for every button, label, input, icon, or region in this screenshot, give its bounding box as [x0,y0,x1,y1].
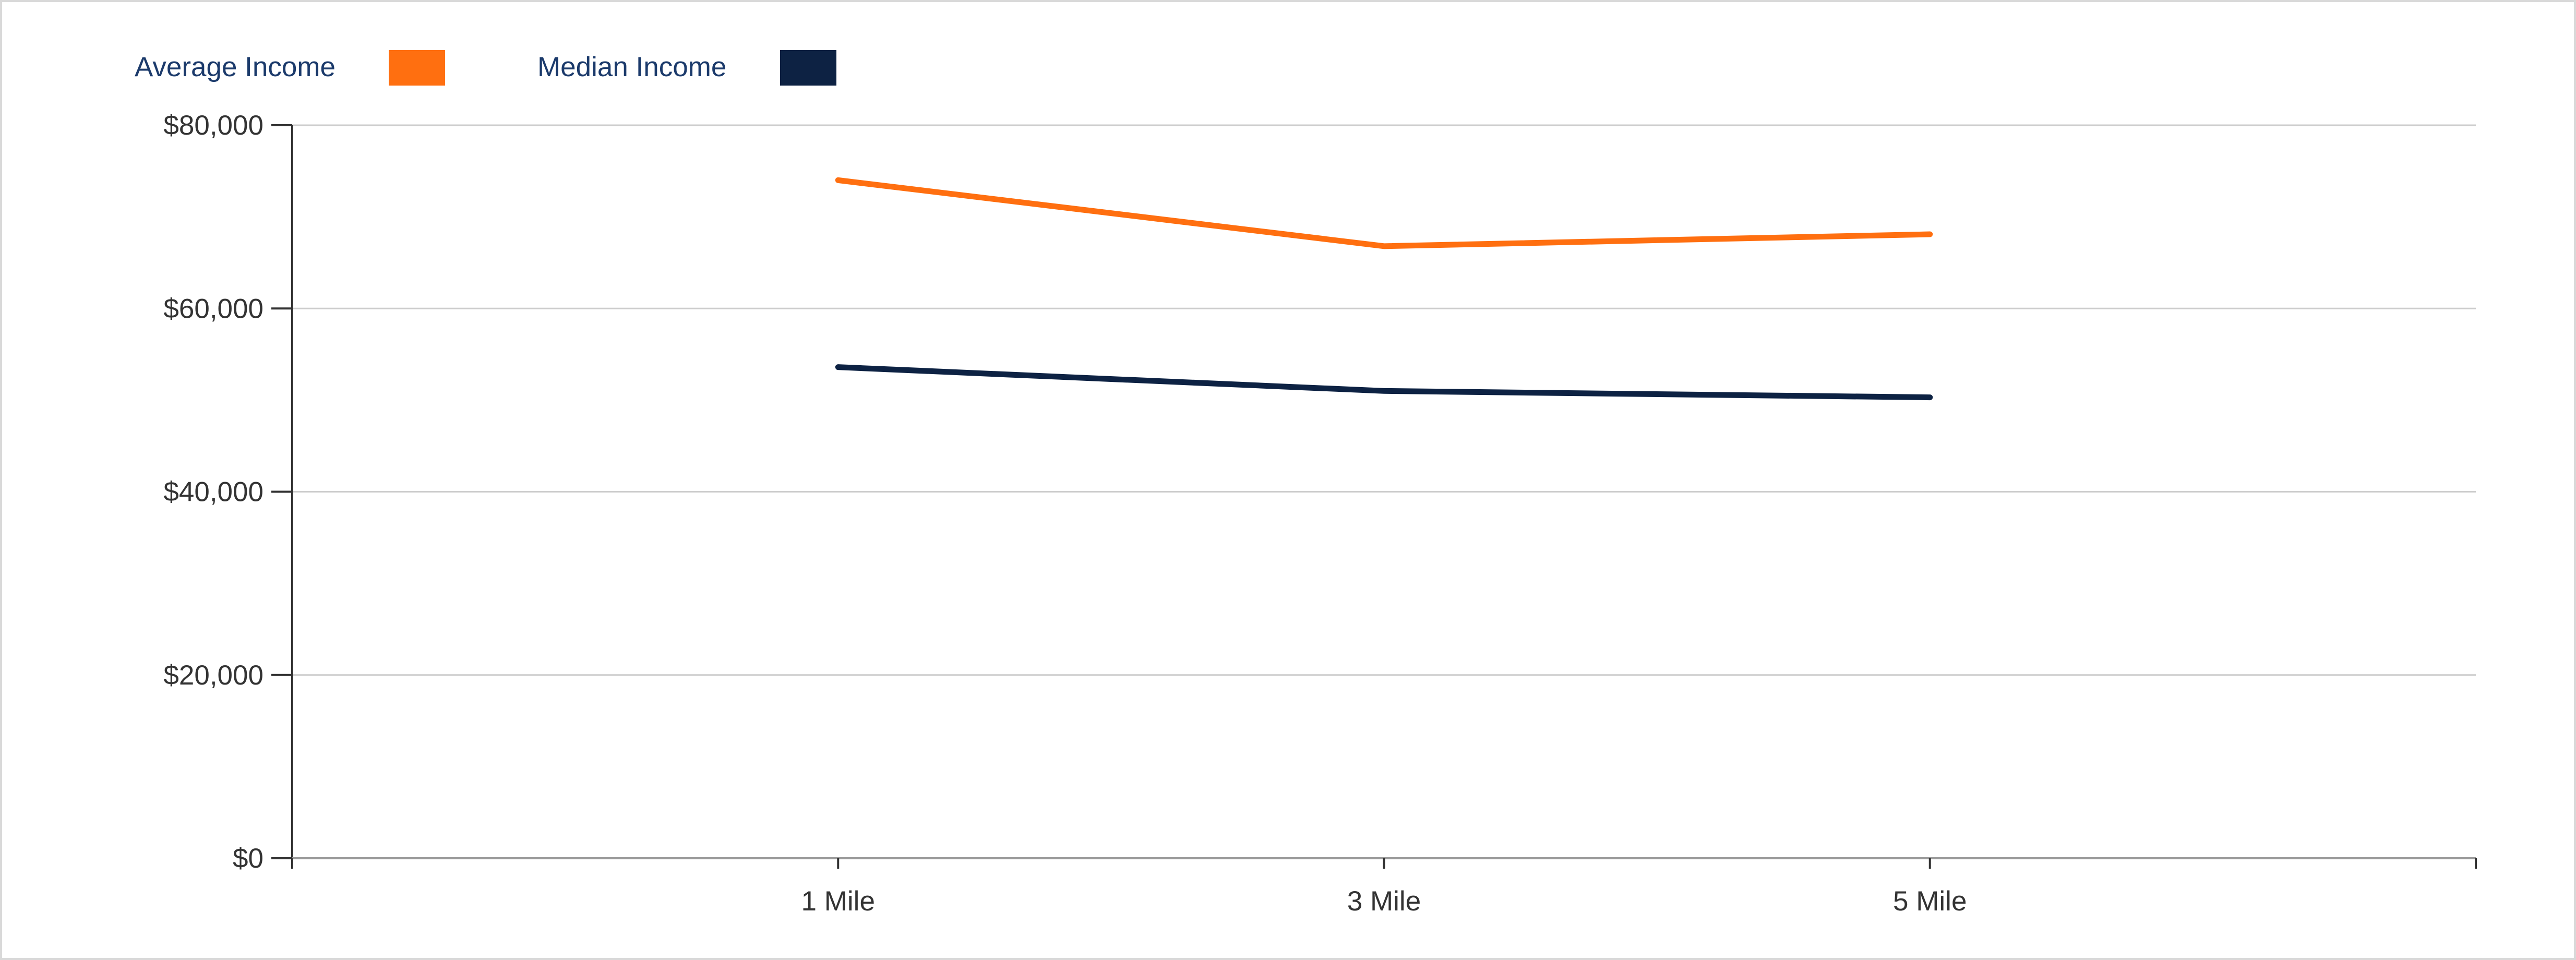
y-tick-label: $60,000 [163,293,263,324]
series-lines [835,177,1933,401]
data-point [837,179,839,181]
y-tick-label: $20,000 [163,660,263,691]
data-point [837,366,839,368]
x-tick-label: 5 Mile [1893,886,1967,917]
x-tick-label: 1 Mile [801,886,875,917]
data-point [1929,233,1931,235]
x-tick-label: 3 Mile [1347,886,1421,917]
data-point [1929,397,1931,398]
data-point [1383,245,1385,247]
legend-swatch [389,50,445,86]
legend: Average Income Median Income [135,50,836,86]
y-tick-label: $40,000 [163,477,263,508]
axes: $0 $20,000 $40,000 $60,000 $80,000 1 Mile 3 Mi… [163,110,2477,917]
y-tick-label: $80,000 [163,110,263,141]
legend-label: Median Income [537,52,726,82]
data-point [1383,390,1385,392]
gridlines [292,124,2476,676]
legend-swatch [780,50,836,86]
legend-label: Average Income [135,52,336,82]
y-tick-label: $0 [233,843,263,874]
